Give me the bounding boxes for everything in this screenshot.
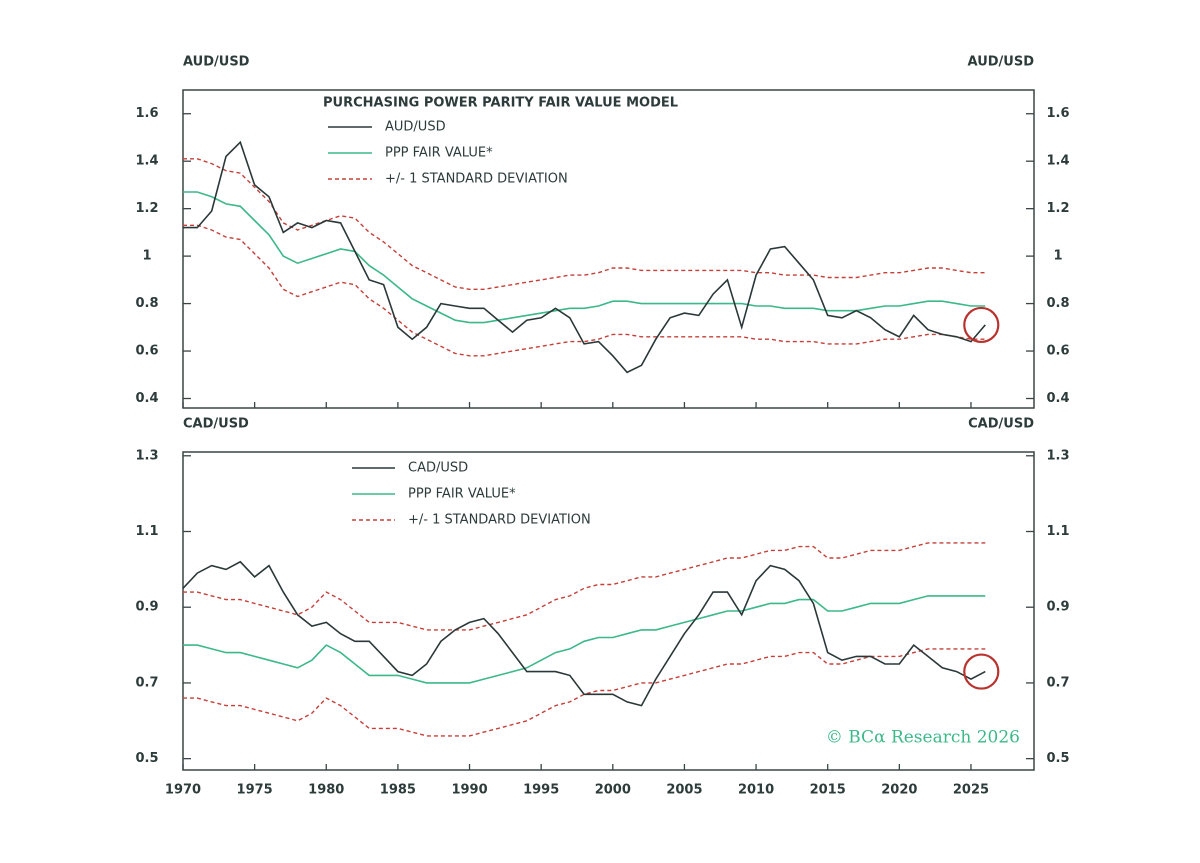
y-tick-label: 0.7 <box>135 675 158 690</box>
y-axis-label: CAD/USD <box>183 417 249 432</box>
series-line <box>183 224 986 357</box>
y-tick-label: 1.1 <box>135 524 158 539</box>
y2-tick-label: 0.7 <box>1046 675 1069 690</box>
x-tick-label: 2000 <box>595 783 631 798</box>
x-tick-label: 1970 <box>165 783 201 798</box>
y-tick-label: 0.9 <box>135 600 158 615</box>
series-line <box>183 158 986 290</box>
series-line <box>183 542 986 631</box>
x-tick-label: 2005 <box>666 783 702 798</box>
highlight-circle <box>963 653 1000 690</box>
y-tick-label: 1.3 <box>135 448 158 463</box>
x-tick-label: 2025 <box>953 783 989 798</box>
series-line <box>182 560 986 707</box>
y2-tick-label: 1.1 <box>1046 524 1069 539</box>
plot-frame <box>182 451 1035 771</box>
series-line <box>183 595 986 684</box>
x-tick-label: 1995 <box>523 783 559 798</box>
plot-frame <box>182 89 1035 409</box>
legend-label: +/- 1 STANDARD DEVIATION <box>408 513 591 528</box>
y-tick-label: 0.8 <box>135 296 158 311</box>
y2-tick-label: 1 <box>1053 249 1062 264</box>
series-line <box>183 648 986 737</box>
y-tick-label: 0.4 <box>135 391 158 406</box>
y2-tick-label: 1.3 <box>1046 448 1069 463</box>
x-tick-label: 2015 <box>810 783 846 798</box>
y2-tick-label: 0.4 <box>1046 391 1069 406</box>
y2-axis-label: AUD/USD <box>968 55 1035 70</box>
legend-label: AUD/USD <box>385 120 446 135</box>
x-tick-label: 2020 <box>881 783 917 798</box>
y-tick-label: 0.6 <box>135 344 158 359</box>
x-tick-label: 1975 <box>237 783 273 798</box>
y2-tick-label: 0.8 <box>1046 296 1069 311</box>
y-tick-label: 1.4 <box>135 154 158 169</box>
y2-tick-label: 0.6 <box>1046 344 1069 359</box>
y2-tick-label: 1.6 <box>1046 106 1069 121</box>
y-tick-label: 1.6 <box>135 106 158 121</box>
x-tick-label: 1990 <box>451 783 487 798</box>
y2-tick-label: 0.5 <box>1046 751 1069 766</box>
y-tick-label: 1 <box>142 249 151 264</box>
y2-tick-label: 1.2 <box>1046 201 1069 216</box>
x-tick-label: 2010 <box>738 783 774 798</box>
y-tick-label: 0.5 <box>135 751 158 766</box>
y2-axis-label: CAD/USD <box>968 417 1034 432</box>
x-tick-label: 1980 <box>308 783 344 798</box>
y-axis-label: AUD/USD <box>183 55 250 70</box>
legend-label: PPP FAIR VALUE* <box>408 487 516 502</box>
y-tick-label: 1.2 <box>135 201 158 216</box>
highlight-circle <box>963 306 1000 344</box>
y2-tick-label: 1.4 <box>1046 154 1069 169</box>
legend-label: PPP FAIR VALUE* <box>385 146 493 161</box>
series-line <box>183 140 986 374</box>
x-tick-label: 1985 <box>380 783 416 798</box>
y2-tick-label: 0.9 <box>1046 600 1069 615</box>
legend-title: PURCHASING POWER PARITY FAIR VALUE MODEL <box>323 96 678 111</box>
legend-label: +/- 1 STANDARD DEVIATION <box>385 172 568 187</box>
series-line <box>183 191 986 324</box>
legend-label: CAD/USD <box>408 461 468 476</box>
watermark: © BCα Research 2026 <box>826 728 1020 748</box>
